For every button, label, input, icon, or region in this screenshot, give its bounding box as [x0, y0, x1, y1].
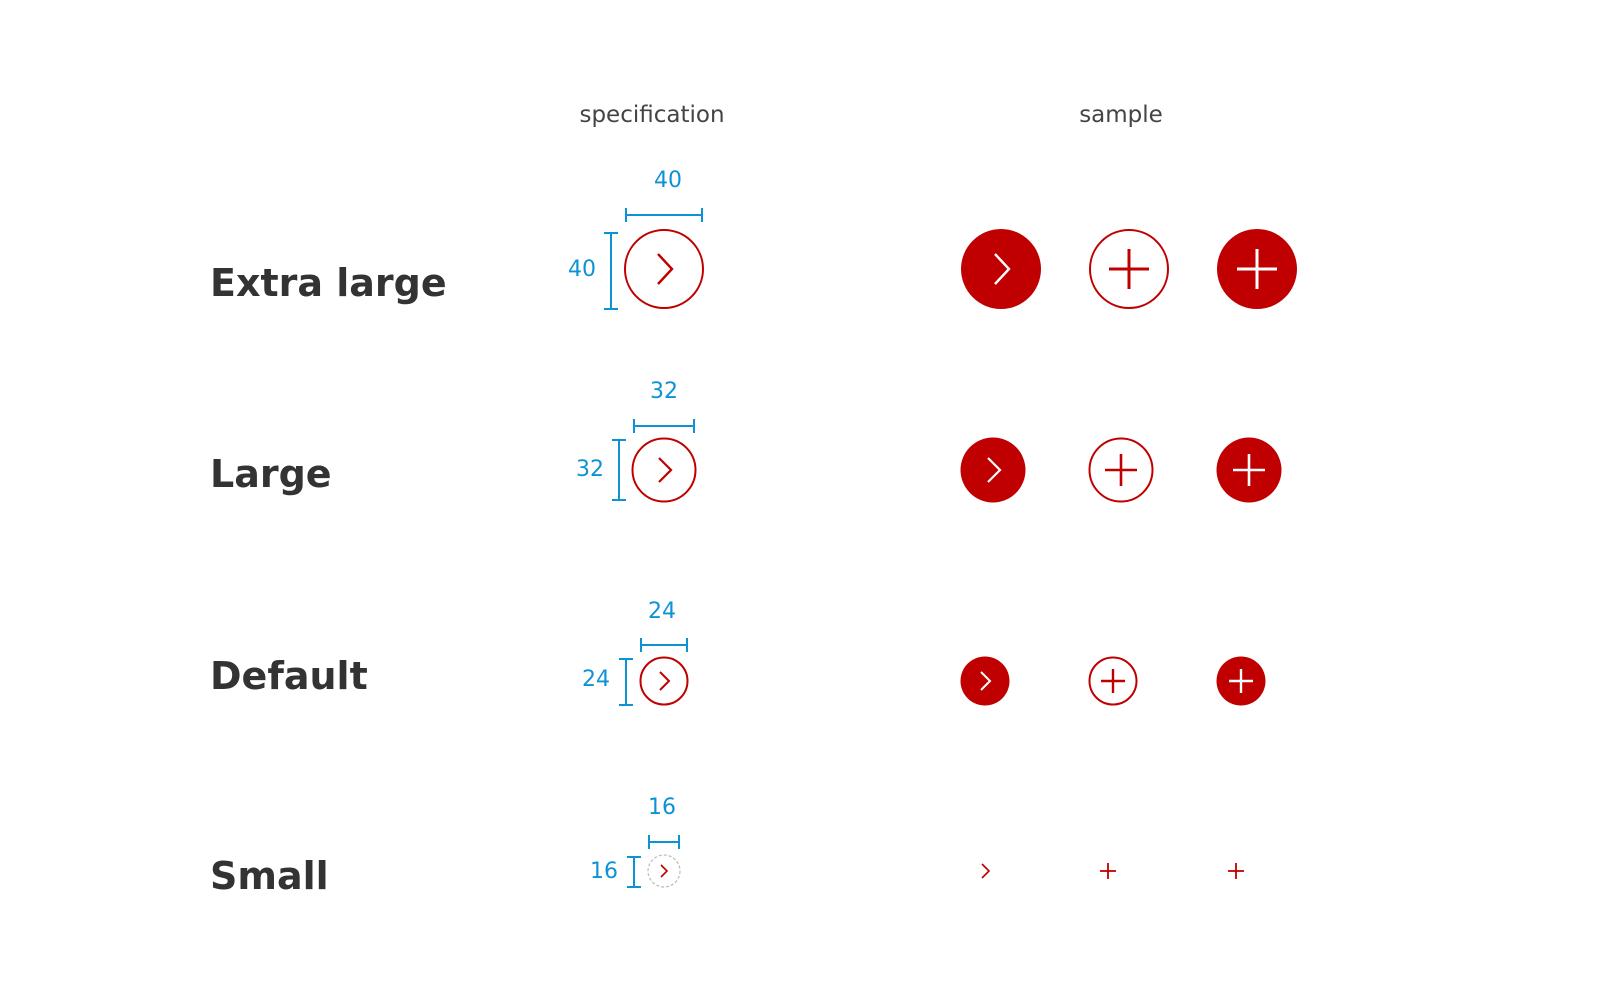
row-label-large: Large — [210, 452, 332, 496]
width-dimension-line-extra-large — [625, 208, 703, 222]
width-dimension-line-large — [633, 419, 695, 433]
row-label-small: Small — [210, 854, 329, 898]
width-value-large: 32 — [650, 379, 678, 404]
specification-header: specification — [579, 102, 725, 128]
height-value-default: 24 — [582, 667, 610, 692]
height-dimension-line-large — [612, 439, 626, 501]
plus-outline-icon-default[interactable] — [1088, 656, 1138, 706]
chevron-right-filled-icon-default[interactable] — [960, 656, 1010, 706]
plus-outline-icon-large[interactable] — [1088, 437, 1154, 503]
plus-filled-icon-default[interactable] — [1216, 656, 1266, 706]
chevron-right-filled-icon-large[interactable] — [960, 437, 1026, 503]
width-dimension-line-small — [648, 835, 680, 849]
width-value-extra-large: 40 — [654, 168, 682, 193]
width-value-small: 16 — [648, 795, 676, 820]
row-label-default: Default — [210, 654, 368, 698]
spec-chevron-outline-icon-default — [639, 656, 689, 706]
height-value-extra-large: 40 — [568, 257, 596, 282]
spec-chevron-dashed-icon-small — [647, 854, 681, 888]
width-dimension-line-default — [640, 638, 688, 652]
plus-filled-icon-extra-large[interactable] — [1216, 228, 1298, 310]
plus-icon-small-alt[interactable] — [1227, 862, 1245, 880]
chevron-right-icon-small[interactable] — [976, 862, 994, 880]
row-label-extra-large: Extra large — [210, 261, 447, 305]
spec-chevron-outline-icon-extra-large — [624, 229, 704, 309]
height-dimension-line-extra-large — [604, 232, 618, 310]
chevron-right-filled-icon-extra-large[interactable] — [960, 228, 1042, 310]
height-dimension-line-default — [619, 658, 633, 706]
height-value-large: 32 — [576, 457, 604, 482]
plus-icon-small[interactable] — [1099, 862, 1117, 880]
sample-header: sample — [1079, 102, 1163, 128]
spec-chevron-outline-icon-large — [631, 437, 697, 503]
plus-filled-icon-large[interactable] — [1216, 437, 1282, 503]
height-dimension-line-small — [627, 856, 641, 888]
height-value-small: 16 — [590, 859, 618, 884]
plus-outline-icon-extra-large[interactable] — [1088, 228, 1170, 310]
width-value-default: 24 — [648, 599, 676, 624]
